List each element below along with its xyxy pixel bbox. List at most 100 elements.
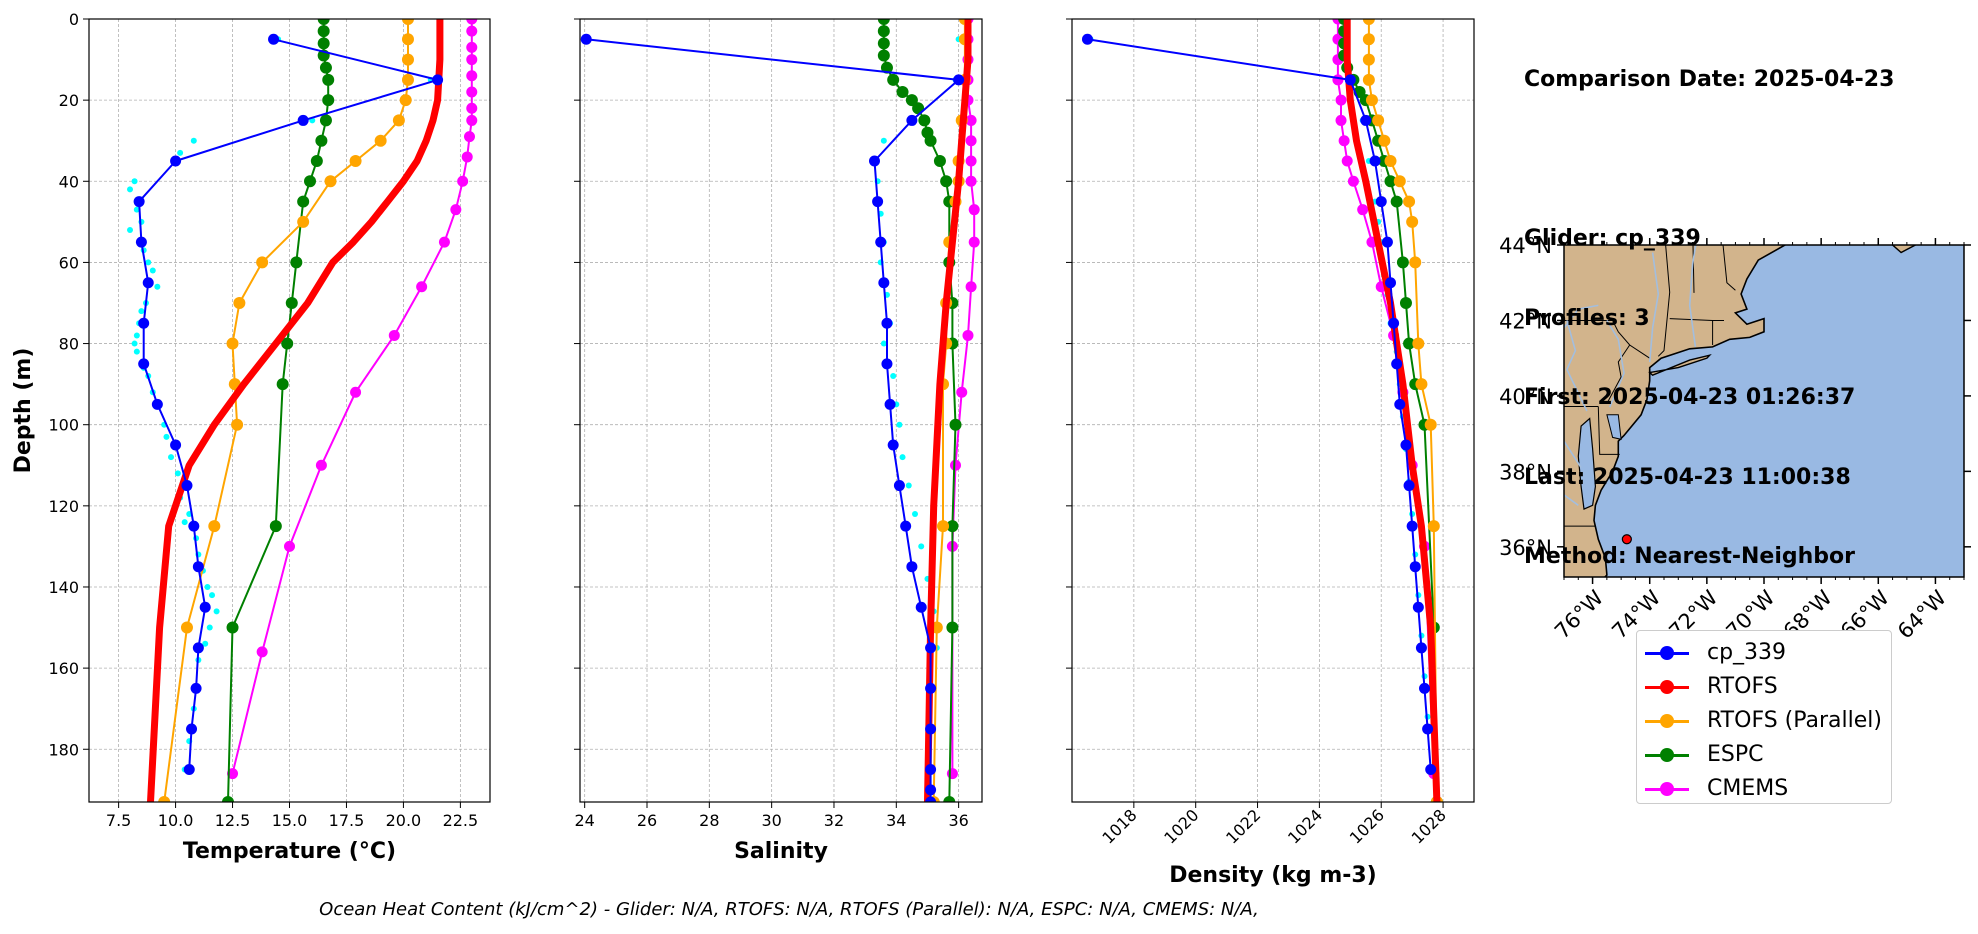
series-point-cp-339 xyxy=(925,764,937,776)
series-point-rtofs-parallel- xyxy=(180,621,193,634)
y-tick-label: 180 xyxy=(48,740,79,759)
density-plot-area xyxy=(1081,19,1443,802)
series-point-cp-339 xyxy=(432,74,444,86)
series-point-espc xyxy=(269,520,282,533)
raw-glider-point xyxy=(177,149,184,156)
raw-glider-point xyxy=(163,433,170,440)
series-point-cp-339 xyxy=(953,74,965,86)
raw-glider-point xyxy=(127,186,134,193)
river xyxy=(1564,438,1582,469)
series-point-rtofs-parallel- xyxy=(392,114,405,127)
series-point-espc xyxy=(285,296,298,309)
series-point-cp-339 xyxy=(192,561,204,573)
series-point-rtofs-parallel- xyxy=(1362,33,1375,46)
x-tick-label: 1024 xyxy=(1284,805,1326,847)
series-point-cmems xyxy=(350,386,362,398)
series-point-cmems xyxy=(256,646,268,658)
salinity-panel: 24 26 28 30 32 34 36 Salinity xyxy=(574,18,983,864)
series-point-espc xyxy=(317,19,330,25)
series-point-rtofs-parallel- xyxy=(208,520,221,533)
x-tick-label: 17.5 xyxy=(329,811,365,830)
series-point-espc xyxy=(276,378,289,391)
series-point-rtofs-parallel- xyxy=(1365,94,1378,107)
series-point-rtofs-parallel- xyxy=(1406,215,1419,228)
info-spacer xyxy=(1524,147,1894,174)
x-tick-label: 7.5 xyxy=(106,811,131,830)
series-point-cp-339 xyxy=(181,480,193,492)
series-point-cp-339 xyxy=(1391,358,1403,370)
series-point-cp-339 xyxy=(925,723,937,735)
map-lat-label: 36°N xyxy=(1499,536,1552,560)
series-point-cp-339 xyxy=(1412,601,1424,613)
series-point-cmems xyxy=(416,281,428,293)
series-point-cmems xyxy=(466,41,478,53)
series-point-espc xyxy=(310,154,323,167)
map-lat-label: 40°N xyxy=(1499,385,1552,409)
series-point-cp-339 xyxy=(199,601,211,613)
state-border xyxy=(1606,344,1631,404)
x-tick-label: 30 xyxy=(761,811,781,830)
series-point-cp-339 xyxy=(1400,439,1412,451)
series-point-cp-339 xyxy=(1406,520,1418,532)
series-point-cp-339 xyxy=(170,155,182,167)
long-island xyxy=(1648,353,1712,377)
series-point-espc xyxy=(226,621,239,634)
series-point-cmems xyxy=(1357,204,1369,216)
series-point-cmems xyxy=(965,175,977,187)
map-lat-label: 42°N xyxy=(1499,309,1552,333)
series-point-espc xyxy=(317,37,330,50)
series-point-cmems xyxy=(968,204,980,216)
nova-scotia xyxy=(1891,245,1917,254)
series-point-espc xyxy=(946,520,959,533)
map-lat-label: 38°N xyxy=(1499,460,1552,484)
series-point-cmems xyxy=(466,19,478,25)
series-point-cp-339 xyxy=(881,358,893,370)
series-point-rtofs-parallel- xyxy=(399,94,412,107)
series-line-rtofs xyxy=(924,19,972,802)
series-point-rtofs-parallel- xyxy=(401,19,414,25)
legend-label: RTOFS (Parallel) xyxy=(1707,708,1882,733)
series-point-cp-339 xyxy=(183,764,195,776)
series-point-espc xyxy=(1396,256,1409,269)
raw-glider-point xyxy=(133,348,140,355)
legend-label: cp_339 xyxy=(1707,640,1787,665)
series-point-cmems xyxy=(457,175,469,187)
raw-glider-point xyxy=(896,421,903,428)
series-point-rtofs-parallel- xyxy=(349,154,362,167)
series-point-cmems xyxy=(946,768,958,780)
series-point-cp-339 xyxy=(1375,196,1387,208)
series-point-espc xyxy=(1390,195,1403,208)
series-point-espc xyxy=(1399,296,1412,309)
river xyxy=(1648,252,1660,363)
series-line-cp-339 xyxy=(585,38,960,802)
series-point-espc xyxy=(1384,175,1397,188)
raw-glider-point xyxy=(181,519,188,526)
series-point-rtofs-parallel- xyxy=(1415,378,1428,391)
y-tick-label: 0 xyxy=(69,10,79,29)
series-point-cp-339 xyxy=(142,277,154,289)
legend-marker xyxy=(1660,680,1674,694)
series-point-espc xyxy=(949,418,962,431)
series-point-rtofs-parallel- xyxy=(231,418,244,431)
info-panel: Comparison Date: 2025-04-23 Glider: cp_3… xyxy=(1524,14,1894,597)
series-point-espc xyxy=(290,256,303,269)
series-point-cmems xyxy=(1335,94,1347,106)
raw-glider-point xyxy=(174,470,181,477)
raw-glider-point xyxy=(190,137,197,144)
series-point-cmems xyxy=(1347,175,1359,187)
series-point-cmems xyxy=(950,459,962,471)
series-point-espc xyxy=(933,154,946,167)
raw-glider-point xyxy=(127,226,134,233)
series-point-cp-339 xyxy=(297,114,309,126)
map-lat-label: 44°N xyxy=(1499,234,1552,258)
legend-item: RTOFS xyxy=(1637,671,1891,705)
density-panel: 1018 1020 1022 1024 1026 1028 Density (kg m-3) xyxy=(1066,18,1475,888)
series-point-cp-339 xyxy=(900,520,912,532)
raw-glider-point xyxy=(149,267,156,274)
raw-glider-point xyxy=(133,206,140,213)
series-point-cp-339 xyxy=(868,155,880,167)
series-point-cp-339 xyxy=(1415,642,1427,654)
raw-glider-point xyxy=(168,454,175,461)
legend-label: CMEMS xyxy=(1707,776,1789,801)
raw-glider-point xyxy=(912,510,918,517)
